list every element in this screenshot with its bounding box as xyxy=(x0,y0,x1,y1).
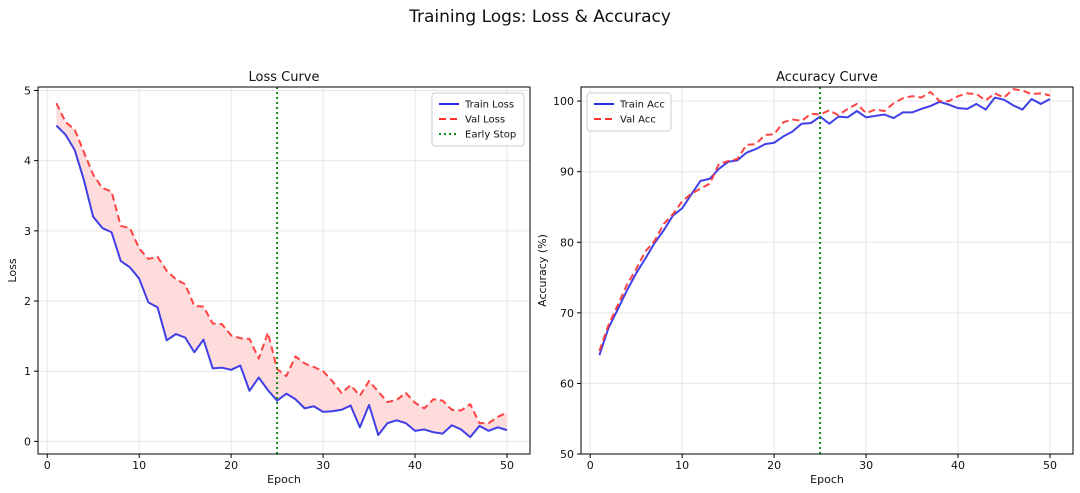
val-acc-line xyxy=(598,88,1051,352)
legend-label-early-stop: Early Stop xyxy=(465,130,516,141)
plot-background xyxy=(581,87,1073,454)
x-tick-label: 50 xyxy=(1043,459,1057,472)
x-tick-label: 10 xyxy=(675,459,689,472)
y-tick-label: 1 xyxy=(24,365,31,378)
y-tick-label: 80 xyxy=(560,236,574,249)
accuracy-y-axis-label: Accuracy (%) xyxy=(536,234,549,307)
y-tick-label: 4 xyxy=(24,155,31,168)
y-tick-label: 90 xyxy=(560,166,574,179)
y-tick-label: 70 xyxy=(560,307,574,320)
axis-ticks: 0 10 20 30 40 50 0 1 2 3 4 5 xyxy=(24,85,514,472)
y-tick-label: 100 xyxy=(553,95,574,108)
val-loss-line xyxy=(55,102,508,425)
x-tick-label: 40 xyxy=(408,459,422,472)
figure-title: Training Logs: Loss & Accuracy xyxy=(408,7,671,27)
x-tick-label: 30 xyxy=(859,459,873,472)
accuracy-x-axis-label: Epoch xyxy=(810,473,844,486)
train-acc-line xyxy=(598,96,1051,356)
plot-frame xyxy=(580,86,1074,455)
x-tick-label: 20 xyxy=(224,459,238,472)
legend-label-val-acc: Val Acc xyxy=(620,115,656,126)
x-tick-label: 30 xyxy=(316,459,330,472)
accuracy-panel-title: Accuracy Curve xyxy=(776,70,878,85)
accuracy-legend: Train Acc Val Acc xyxy=(586,92,672,132)
legend-label-val-loss: Val Loss xyxy=(465,115,505,126)
y-tick-label: 5 xyxy=(24,85,31,98)
x-tick-label: 20 xyxy=(767,459,781,472)
legend-box xyxy=(431,92,525,147)
axis-ticks: 0 10 20 30 40 50 50 60 70 80 90 100 xyxy=(553,95,1057,472)
loss-x-axis-label: Epoch xyxy=(267,473,301,486)
y-tick-label: 3 xyxy=(24,225,31,238)
series-lines xyxy=(55,102,508,439)
loss-legend: Train Loss Val Loss Early Stop xyxy=(431,92,525,147)
x-tick-label: 0 xyxy=(587,459,594,472)
plot-frame xyxy=(37,86,531,455)
y-tick-label: 0 xyxy=(24,435,31,448)
loss-panel-title: Loss Curve xyxy=(249,70,320,85)
legend-label-train-acc: Train Acc xyxy=(619,100,665,111)
y-tick-label: 50 xyxy=(560,448,574,461)
y-tick-label: 60 xyxy=(560,377,574,390)
loss-gap-area xyxy=(56,103,508,438)
series-lines xyxy=(598,88,1051,356)
loss-gap-fill xyxy=(56,103,508,438)
legend-box xyxy=(586,92,672,132)
legend-label-train-loss: Train Loss xyxy=(464,100,514,111)
x-tick-label: 40 xyxy=(951,459,965,472)
x-tick-label: 0 xyxy=(44,459,51,472)
train-loss-line xyxy=(55,124,508,439)
x-tick-label: 10 xyxy=(132,459,146,472)
loss-y-axis-label: Loss xyxy=(6,258,19,282)
x-tick-label: 50 xyxy=(500,459,514,472)
y-tick-label: 2 xyxy=(24,295,31,308)
